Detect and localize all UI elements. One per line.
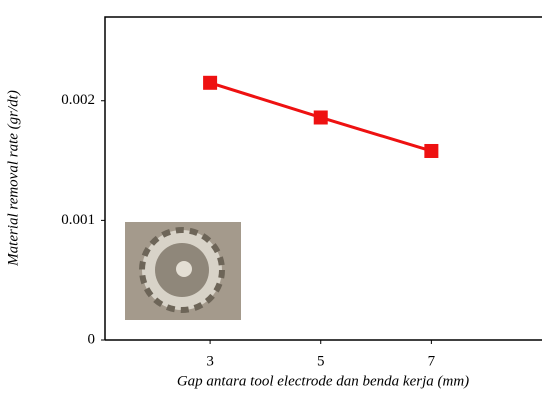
data-point [203, 76, 217, 90]
y-tick-label: 0.002 [61, 92, 95, 108]
x-tick-label: 7 [428, 353, 436, 369]
specimen-photo [125, 222, 241, 320]
x-axis-label: Gap antara tool electrode dan benda kerj… [177, 373, 469, 389]
x-tick-label: 5 [317, 353, 325, 369]
y-axis-label: Material removal rate (gr/dt) [5, 90, 21, 267]
y-tick-label: 0 [88, 331, 96, 347]
chart: Material removal rate (gr/dt) Gap antara… [0, 0, 542, 394]
y-tick-label: 0.001 [61, 212, 95, 228]
x-tick-label: 3 [206, 353, 214, 369]
data-point [314, 110, 328, 124]
data-point [424, 144, 438, 158]
